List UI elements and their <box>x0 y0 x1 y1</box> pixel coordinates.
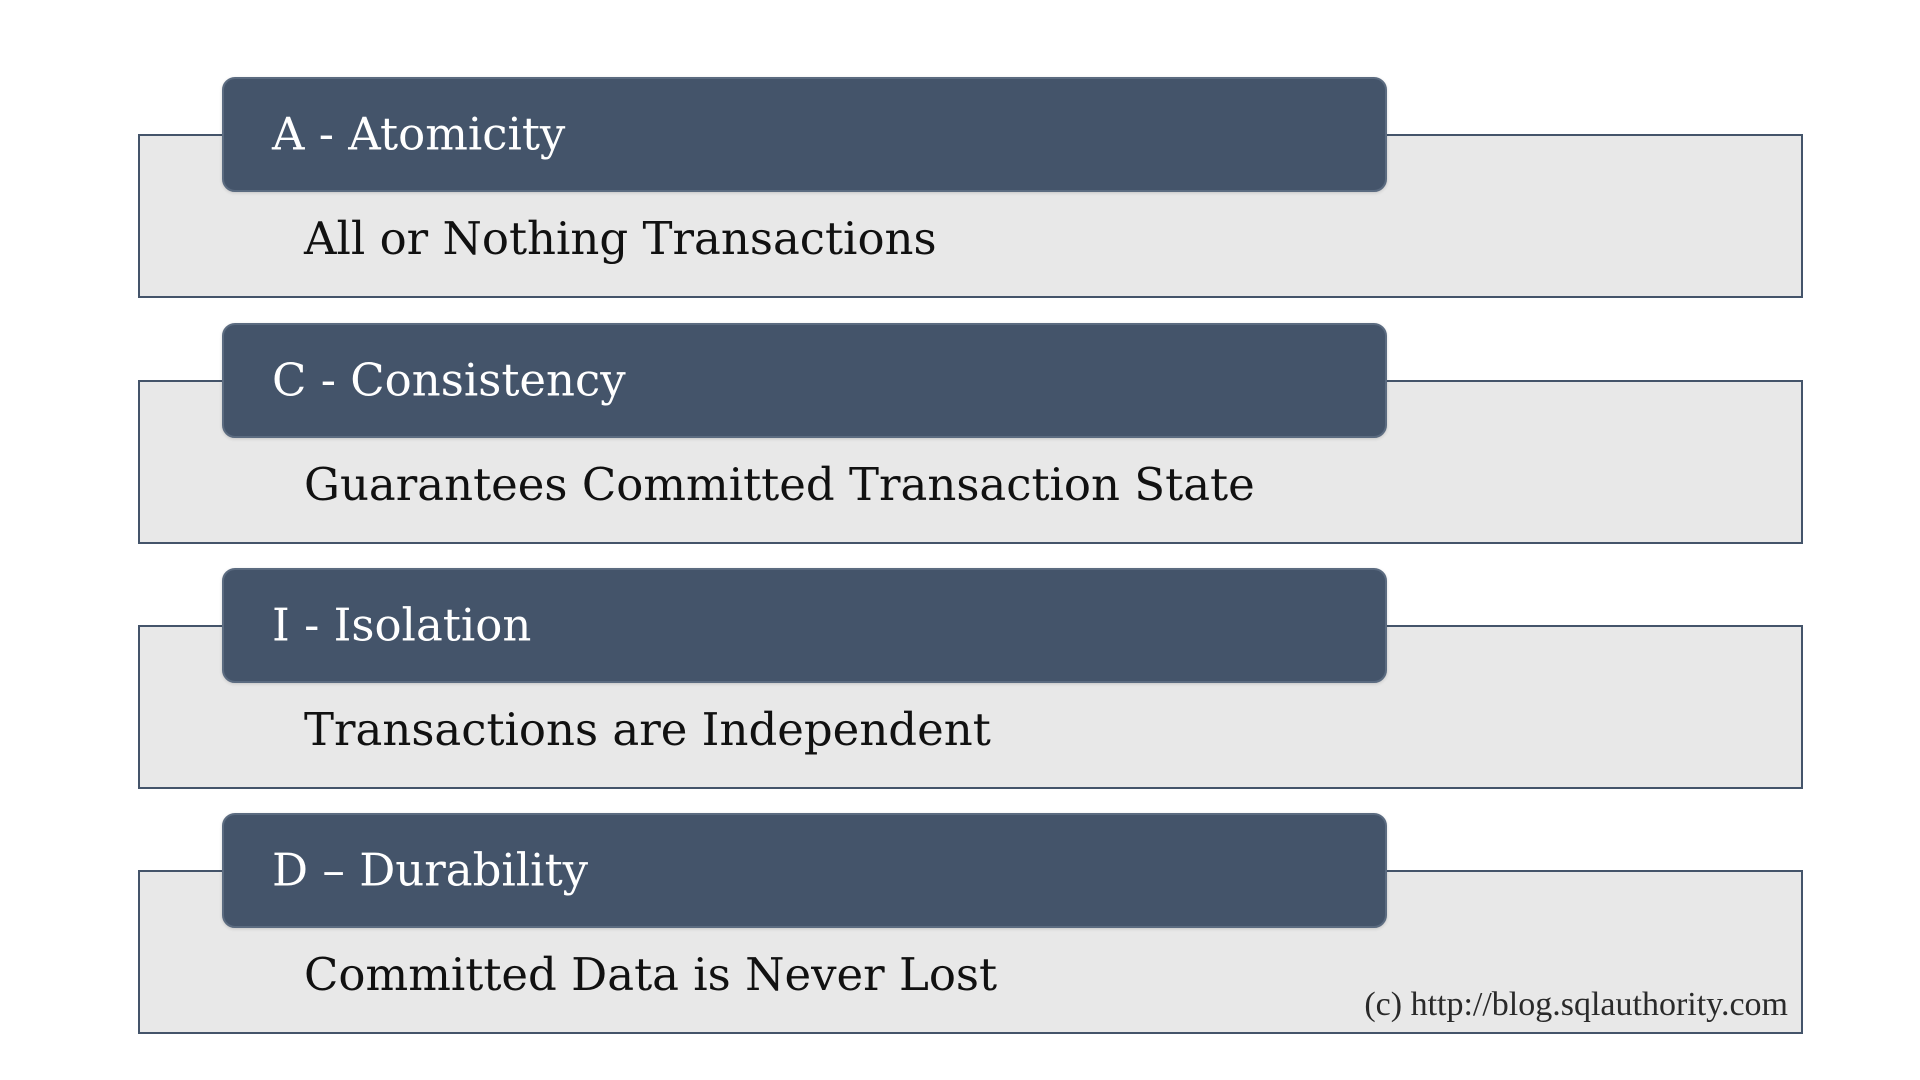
acid-item-isolation: I - Isolation Transactions are Independe… <box>0 568 1920 808</box>
item-header: D – Durability <box>222 813 1387 928</box>
copyright-notice: (c) http://blog.sqlauthority.com <box>1364 986 1788 1023</box>
acid-item-atomicity: A - Atomicity All or Nothing Transaction… <box>0 77 1920 317</box>
item-description: All or Nothing Transactions <box>304 212 937 265</box>
acid-item-consistency: C - Consistency Guarantees Committed Tra… <box>0 323 1920 563</box>
item-header: A - Atomicity <box>222 77 1387 192</box>
acid-item-durability: D – Durability Committed Data is Never L… <box>0 813 1920 1053</box>
item-header: I - Isolation <box>222 568 1387 683</box>
item-description: Committed Data is Never Lost <box>304 948 998 1001</box>
item-heading: C - Consistency <box>272 352 626 406</box>
item-heading: D – Durability <box>272 842 589 896</box>
item-header: C - Consistency <box>222 323 1387 438</box>
item-heading: I - Isolation <box>272 597 532 651</box>
item-heading: A - Atomicity <box>272 106 566 160</box>
item-description: Guarantees Committed Transaction State <box>304 458 1255 511</box>
item-description: Transactions are Independent <box>304 703 991 756</box>
